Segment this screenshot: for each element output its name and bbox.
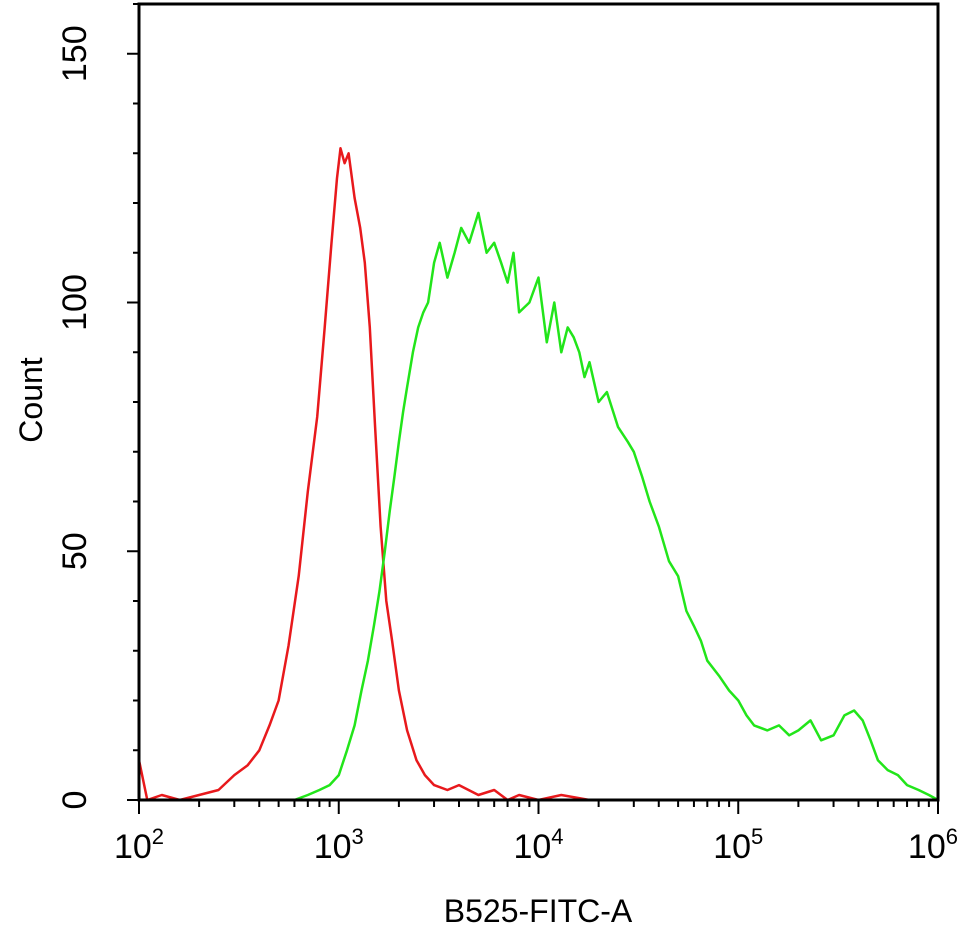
- series-line-1: [137, 147, 590, 802]
- series-line-2: [293, 211, 939, 802]
- series-layer: [137, 147, 939, 802]
- plot-area-frame: [137, 2, 940, 802]
- y-tick-label: 100: [56, 274, 94, 331]
- x-axis-title: B525-FITC-A: [444, 893, 633, 929]
- y-tick-label: 50: [56, 532, 94, 570]
- x-axis: 102 103 104 105 106: [114, 800, 958, 866]
- y-axis-title: Count: [13, 357, 49, 443]
- x-tick-label: 106: [908, 824, 958, 866]
- y-tick-label: 0: [56, 791, 94, 810]
- x-tick-label: 104: [513, 824, 563, 866]
- x-tick-label: 103: [314, 824, 364, 866]
- x-tick-label: 105: [713, 824, 763, 866]
- y-tick-label: 150: [56, 25, 94, 82]
- x-tick-label: 102: [114, 824, 164, 866]
- y-axis: 0 50 100 150: [56, 3, 139, 810]
